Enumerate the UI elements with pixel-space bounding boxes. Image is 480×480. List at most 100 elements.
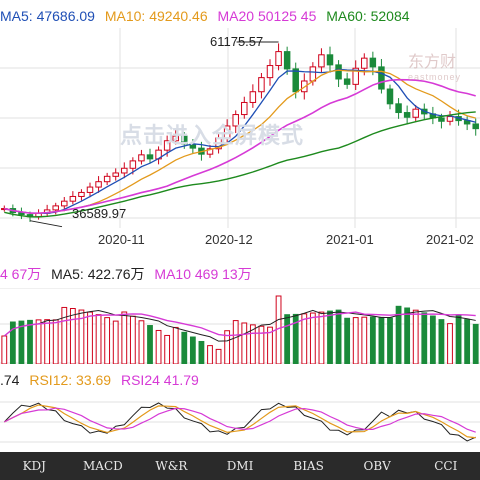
date-label-nov: 2020-11 <box>98 232 145 247</box>
volume-bar <box>429 315 436 364</box>
candle-body <box>266 65 274 79</box>
candle-body <box>403 112 411 118</box>
volume-ma10-legend: MA10 469 13万 <box>154 266 252 282</box>
volume-bar <box>438 319 445 364</box>
volume-bar <box>404 307 411 364</box>
tab-wr[interactable]: W&R <box>155 459 188 473</box>
volume-value: 4 67万 <box>0 266 42 282</box>
volume-bar <box>344 317 351 364</box>
volume-bar <box>129 315 136 364</box>
rsi6-line <box>3 402 476 442</box>
rsi-legend: .74 RSI12: 33.69 RSI24 41.79 <box>0 368 480 392</box>
candle-body <box>78 191 85 197</box>
volume-bar <box>181 331 188 364</box>
volume-bar <box>447 323 453 364</box>
candle-body <box>472 123 479 130</box>
logo-en: eastmoney <box>408 72 462 82</box>
volume-bar <box>52 319 59 364</box>
volume-bar <box>232 320 239 364</box>
volume-bar <box>421 312 428 364</box>
volume-bar <box>387 317 393 364</box>
volume-bar <box>267 326 273 364</box>
ma60-line <box>4 111 476 218</box>
volume-bar <box>104 317 111 364</box>
logo-cn: 东方财 <box>408 54 457 71</box>
tab-macd[interactable]: MACD <box>82 459 123 473</box>
volume-bar <box>352 317 359 364</box>
low-callout-line <box>29 220 63 228</box>
price-chart[interactable] <box>0 28 480 228</box>
volume-bar <box>172 326 179 364</box>
tab-cci[interactable]: CCI <box>434 459 458 473</box>
candle-body <box>318 54 325 68</box>
volume-bar <box>327 310 333 364</box>
volume-bar <box>69 308 76 364</box>
candle-body <box>112 172 119 177</box>
tab-bias[interactable]: BIAS <box>293 459 324 473</box>
volume-bar <box>215 348 222 364</box>
ma60-legend: MA60: 52084 <box>326 8 410 24</box>
volume-bar <box>361 316 368 364</box>
high-price-label: 61175.57 <box>210 34 264 49</box>
volume-bar <box>241 322 248 364</box>
volume-legend: 4 67万 MA5: 422.76万 MA10 469 13万 <box>0 262 480 286</box>
volume-bar <box>224 330 231 364</box>
ma10-legend: MA10: 49240.46 <box>104 8 208 24</box>
volume-bar <box>164 334 171 364</box>
volume-bar <box>464 319 471 364</box>
indicator-tab-bar: KDJ MACD W&R DMI BIAS OBV CCI <box>0 452 480 480</box>
candle-body <box>343 78 351 85</box>
candle-body <box>386 88 394 105</box>
volume-bar <box>189 336 196 364</box>
candle-body <box>69 195 77 202</box>
candle-body <box>438 117 445 122</box>
rsi24-line <box>4 407 476 433</box>
candle-body <box>292 68 299 93</box>
candle-body <box>163 140 171 151</box>
fullscreen-watermark[interactable]: 点击进入全屏模式 <box>120 123 305 148</box>
volume-bar <box>87 311 93 364</box>
tab-obv[interactable]: OBV <box>363 459 391 473</box>
volume-bar <box>207 345 213 364</box>
volume-bar <box>309 312 316 364</box>
rsi12-legend: RSI12: 33.69 <box>29 372 112 388</box>
volume-bar <box>35 319 42 364</box>
candle-body <box>95 181 102 188</box>
candle-body <box>335 64 342 80</box>
candle-body <box>352 67 359 85</box>
candle-body <box>86 186 94 193</box>
volume-bar <box>78 309 85 364</box>
volume-bar <box>138 320 145 364</box>
candle-body <box>283 51 291 70</box>
candle-body <box>361 57 368 69</box>
volume-bar <box>9 321 16 364</box>
tab-dmi[interactable]: DMI <box>226 459 254 473</box>
rsi6-value: .74 <box>0 372 20 388</box>
volume-bar <box>95 314 102 364</box>
volume-bar <box>318 311 325 364</box>
tab-kdj[interactable]: KDJ <box>22 459 46 473</box>
candle-body <box>181 135 188 145</box>
candle-body <box>215 137 222 150</box>
volume-bar <box>155 329 162 364</box>
date-label-jan: 2021-01 <box>326 232 374 247</box>
brand-logo: 东方财 eastmoney <box>408 48 480 82</box>
volume-ma10-line <box>3 311 476 337</box>
volume-bar <box>378 316 385 364</box>
ma5-legend: MA5: 47686.09 <box>0 8 95 24</box>
volume-bar <box>335 309 342 364</box>
volume-bar <box>284 314 291 364</box>
date-label-dec: 2020-12 <box>205 232 253 247</box>
candle-body <box>223 125 231 139</box>
candle-body <box>121 167 128 174</box>
date-label-feb: 2021-02 <box>426 232 474 247</box>
rsi-chart[interactable] <box>0 394 480 450</box>
volume-bar <box>369 316 376 364</box>
candle-body <box>309 66 317 82</box>
volume-bar <box>455 314 462 364</box>
volume-bar <box>249 324 256 364</box>
candle-body <box>103 175 111 183</box>
candle-body <box>61 200 68 207</box>
volume-chart[interactable] <box>0 288 480 364</box>
ma20-line <box>4 78 476 214</box>
